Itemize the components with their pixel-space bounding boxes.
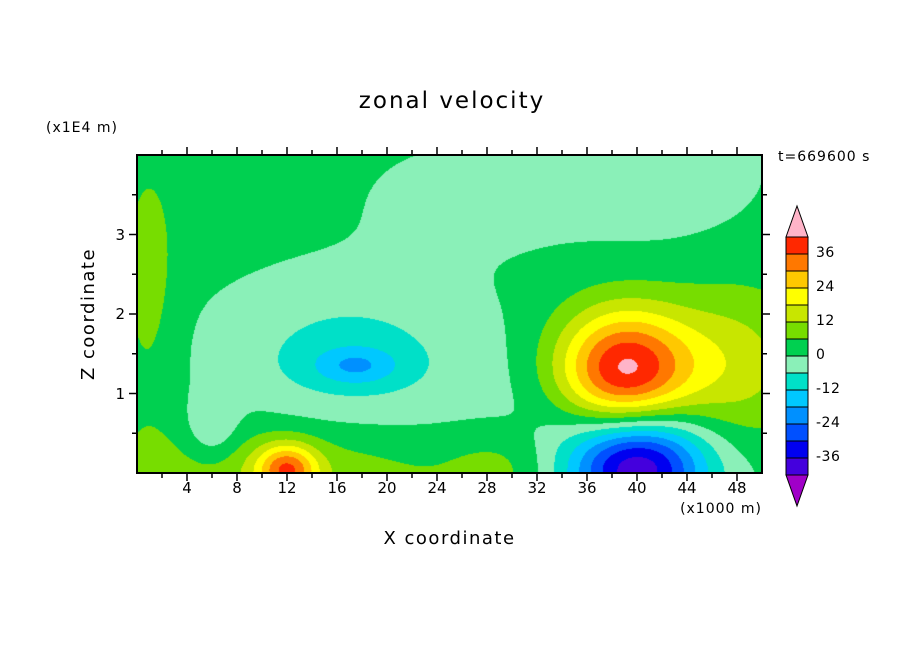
time-annotation: t=669600 s xyxy=(778,149,871,165)
chart-title: zonal velocity xyxy=(358,88,546,114)
x-tick-label: 44 xyxy=(677,479,697,497)
x-tick-label: 24 xyxy=(427,479,447,497)
x-tick-label: 32 xyxy=(527,479,547,497)
x-tick-label: 48 xyxy=(727,479,747,497)
x-tick-label: 16 xyxy=(327,479,347,497)
x-tick-label: 8 xyxy=(232,479,242,497)
colorbar-label: -36 xyxy=(816,449,841,465)
colorbar-label: 12 xyxy=(816,313,835,329)
colorbar-label: 36 xyxy=(816,245,835,261)
contour-field xyxy=(137,155,762,473)
colorbar-label: -24 xyxy=(816,415,841,431)
x-axis-unit-label: (x1000 m) xyxy=(680,501,762,517)
x-tick-label: 28 xyxy=(477,479,497,497)
colorbar-label: 24 xyxy=(816,279,835,295)
x-tick-label: 20 xyxy=(377,479,397,497)
y-axis-unit-label: (x1E4 m) xyxy=(46,120,118,136)
colorbar-label: 0 xyxy=(816,347,826,363)
x-tick-label: 36 xyxy=(577,479,597,497)
x-tick-label: 4 xyxy=(182,479,192,497)
y-tick-label: 3 xyxy=(115,225,125,244)
x-axis-title: X coordinate xyxy=(383,528,516,549)
x-tick-label: 40 xyxy=(627,479,647,497)
y-tick-label: 2 xyxy=(115,305,125,323)
colorbar-label: -12 xyxy=(816,381,841,397)
y-tick-label: 1 xyxy=(115,384,125,403)
colorbar xyxy=(785,204,809,508)
x-tick-label: 12 xyxy=(277,479,297,497)
